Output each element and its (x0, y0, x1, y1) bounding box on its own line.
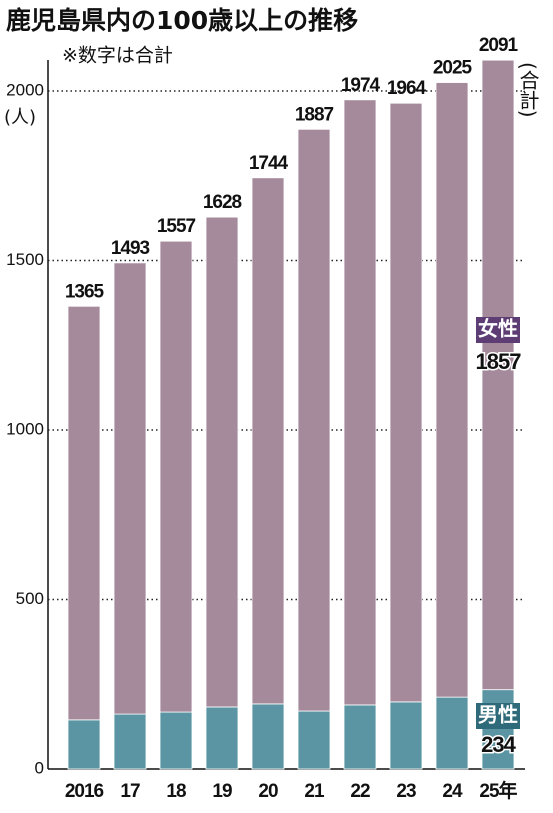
bar-segment (251, 703, 285, 770)
x-tick-label: 24 (442, 781, 463, 802)
series-label-bg (476, 703, 520, 729)
y-unit: (人) (4, 107, 36, 128)
x-tick-label: 20 (258, 781, 278, 802)
bar-segment (67, 719, 101, 770)
total-label: 1628 (203, 192, 242, 213)
bar-segment (435, 696, 469, 770)
y-tick-label: 500 (16, 589, 44, 608)
bar-segment (159, 240, 193, 713)
chart-title: 鹿児島県内の100歳以上の推移 (6, 6, 358, 35)
bar-segment (113, 262, 147, 715)
total-label: 1493 (111, 238, 150, 259)
total-label: 1557 (157, 216, 196, 237)
y-tick-label: 1000 (6, 419, 44, 438)
x-tick-label: 19 (212, 781, 232, 802)
y-tick-label: 1500 (6, 250, 44, 269)
total-label: 1887 (295, 104, 334, 125)
total-label: 1964 (387, 78, 427, 99)
bar-segment (343, 704, 377, 770)
bar-segment (481, 59, 515, 691)
bar-segment (343, 99, 377, 706)
series-label: 女性 (478, 317, 518, 341)
bar-segment (67, 305, 101, 721)
x-tick-label: 18 (166, 781, 186, 802)
x-tick-label: 23 (396, 781, 416, 802)
total-label: (合計) (516, 62, 540, 118)
y-tick-label: 0 (35, 758, 44, 777)
x-tick-label: 22 (350, 781, 370, 802)
x-tick-label: 21 (304, 781, 325, 802)
x-tick-label: 17 (120, 781, 140, 802)
total-label: 1365 (65, 281, 105, 302)
y-tick-label: 2000 (6, 80, 44, 99)
total-label: 2091 (479, 35, 519, 56)
series-label-bg (476, 317, 520, 343)
bar-segment (205, 706, 239, 770)
bar-segment (297, 128, 331, 712)
bar-segment (251, 177, 285, 705)
bar-segment (389, 102, 423, 703)
series-label: 男性 (478, 703, 518, 727)
value-label: 1857 (476, 349, 522, 374)
total-label: 1744 (249, 153, 289, 174)
total-label: 2025 (433, 58, 473, 79)
x-tick-label: 25年 (479, 779, 517, 802)
bar-segment (435, 82, 469, 698)
bar-segment (159, 711, 193, 770)
value-label: 234 (481, 732, 516, 757)
bar-segment (205, 216, 239, 708)
total-label: 1974 (341, 75, 381, 96)
bar-segment (389, 701, 423, 770)
bar-segment (297, 710, 331, 770)
bar-segment (113, 713, 147, 770)
chart-subtitle: ※数字は合計 (62, 45, 173, 67)
x-tick-label: 2016 (65, 781, 104, 802)
bar-segment (481, 689, 515, 770)
